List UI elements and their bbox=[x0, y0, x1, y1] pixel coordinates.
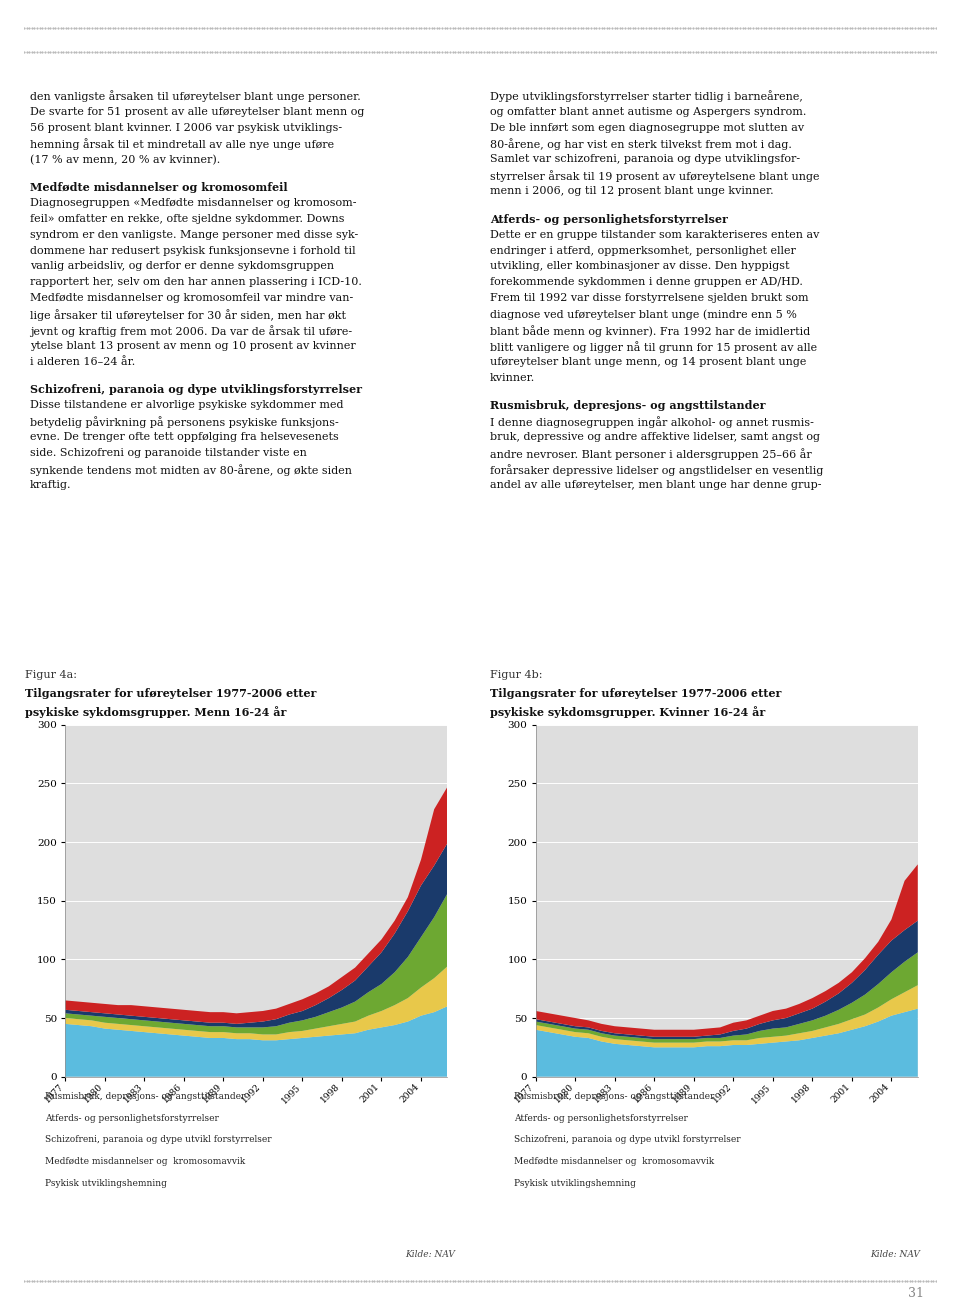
Text: side. Schizofreni og paranoide tilstander viste en: side. Schizofreni og paranoide tilstande… bbox=[30, 448, 306, 458]
Text: De ble innført som egen diagnosegruppe mot slutten av: De ble innført som egen diagnosegruppe m… bbox=[490, 122, 804, 133]
Text: vanlig arbeidsliv, og derfor er denne sykdomsgruppen: vanlig arbeidsliv, og derfor er denne sy… bbox=[30, 261, 334, 272]
Text: I denne diagnosegruppen ingår alkohol- og annet rusmis-: I denne diagnosegruppen ingår alkohol- o… bbox=[490, 416, 813, 428]
Text: Frem til 1992 var disse forstyrrelsene sjelden brukt som: Frem til 1992 var disse forstyrrelsene s… bbox=[490, 293, 808, 303]
Text: 80-årene, og har vist en sterk tilvekst frem mot i dag.: 80-årene, og har vist en sterk tilvekst … bbox=[490, 138, 791, 151]
Text: betydelig påvirkning på personens psykiske funksjons-: betydelig påvirkning på personens psykis… bbox=[30, 416, 339, 428]
Text: Atferds- og personlighetsforstyrrelser: Atferds- og personlighetsforstyrrelser bbox=[490, 214, 728, 225]
Text: hemning årsak til et mindretall av alle nye unge uføre: hemning årsak til et mindretall av alle … bbox=[30, 138, 334, 151]
Text: forekommende sykdommen i denne gruppen er AD/HD.: forekommende sykdommen i denne gruppen e… bbox=[490, 277, 803, 288]
Text: syndrom er den vanligste. Mange personer med disse syk-: syndrom er den vanligste. Mange personer… bbox=[30, 230, 358, 239]
Text: De svarte for 51 prosent av alle uføreytelser blant menn og: De svarte for 51 prosent av alle uføreyt… bbox=[30, 106, 364, 117]
Text: Schizofreni, paranoia og dype utviklingsforstyrrelser: Schizofreni, paranoia og dype utviklings… bbox=[30, 385, 362, 395]
Text: Tilgangsrater for uføreytelser 1977-2006 etter: Tilgangsrater for uføreytelser 1977-2006… bbox=[25, 688, 317, 699]
Text: Atferds- og personlighetsforstyrrelser: Atferds- og personlighetsforstyrrelser bbox=[514, 1113, 687, 1123]
Text: psykiske sykdomsgrupper. Menn 16-24 år: psykiske sykdomsgrupper. Menn 16-24 år bbox=[25, 706, 286, 718]
Text: Dype utviklingsforstyrrelser starter tidlig i barneårene,: Dype utviklingsforstyrrelser starter tid… bbox=[490, 91, 803, 102]
Text: ytelse blant 13 prosent av menn og 10 prosent av kvinner: ytelse blant 13 prosent av menn og 10 pr… bbox=[30, 341, 355, 352]
Text: Kilde: NAV: Kilde: NAV bbox=[870, 1250, 920, 1259]
Text: Medfødte misdannelser og kromosomfeil var mindre van-: Medfødte misdannelser og kromosomfeil va… bbox=[30, 293, 353, 303]
Text: Samlet var schizofreni, paranoia og dype utviklingsfor-: Samlet var schizofreni, paranoia og dype… bbox=[490, 155, 800, 164]
Text: i alderen 16–24 år.: i alderen 16–24 år. bbox=[30, 357, 135, 368]
Text: Psykisk utviklingshemning: Psykisk utviklingshemning bbox=[45, 1179, 167, 1188]
Text: blitt vanligere og ligger nå til grunn for 15 prosent av alle: blitt vanligere og ligger nå til grunn f… bbox=[490, 341, 817, 353]
Text: 31: 31 bbox=[907, 1287, 924, 1300]
Text: Figur 4a:: Figur 4a: bbox=[25, 670, 77, 680]
Text: uføreytelser blant unge menn, og 14 prosent blant unge: uføreytelser blant unge menn, og 14 pros… bbox=[490, 357, 806, 368]
Text: psykiske sykdomsgrupper. Kvinner 16-24 år: psykiske sykdomsgrupper. Kvinner 16-24 å… bbox=[490, 706, 765, 718]
Text: den vanligste årsaken til uføreytelser blant unge personer.: den vanligste årsaken til uføreytelser b… bbox=[30, 91, 361, 102]
Text: dommene har redusert psykisk funksjonsevne i forhold til: dommene har redusert psykisk funksjonsev… bbox=[30, 246, 355, 256]
Text: Dette er en gruppe tilstander som karakteriseres enten av: Dette er en gruppe tilstander som karakt… bbox=[490, 230, 819, 239]
Text: Figur 4b:: Figur 4b: bbox=[490, 670, 542, 680]
Text: styrrelser årsak til 19 prosent av uføreytelsene blant unge: styrrelser årsak til 19 prosent av uføre… bbox=[490, 171, 819, 183]
Text: menn i 2006, og til 12 prosent blant unge kvinner.: menn i 2006, og til 12 prosent blant ung… bbox=[490, 186, 773, 197]
Text: kvinner.: kvinner. bbox=[490, 373, 535, 383]
Text: Diagnosegruppen «Medfødte misdannelser og kromosom-: Diagnosegruppen «Medfødte misdannelser o… bbox=[30, 198, 356, 207]
Text: endringer i atferd, oppmerksomhet, personlighet eller: endringer i atferd, oppmerksomhet, perso… bbox=[490, 246, 796, 256]
Text: Medfødte misdannelser og  kromosomavvik: Medfødte misdannelser og kromosomavvik bbox=[45, 1157, 246, 1166]
Text: Kilde: NAV: Kilde: NAV bbox=[405, 1250, 455, 1259]
Text: Disse tilstandene er alvorlige psykiske sykdommer med: Disse tilstandene er alvorlige psykiske … bbox=[30, 400, 344, 411]
Text: feil» omfatter en rekke, ofte sjeldne sykdommer. Downs: feil» omfatter en rekke, ofte sjeldne sy… bbox=[30, 214, 345, 223]
Text: rapportert her, selv om den har annen plassering i ICD-10.: rapportert her, selv om den har annen pl… bbox=[30, 277, 362, 288]
Text: jevnt og kraftig frem mot 2006. Da var de årsak til uføre-: jevnt og kraftig frem mot 2006. Da var d… bbox=[30, 326, 352, 337]
Text: Tilgangsrater for uføreytelser 1977-2006 etter: Tilgangsrater for uføreytelser 1977-2006… bbox=[490, 688, 781, 699]
Text: Atferds- og personlighetsforstyrrelser: Atferds- og personlighetsforstyrrelser bbox=[45, 1113, 219, 1123]
Text: bruk, depressive og andre affektive lidelser, samt angst og: bruk, depressive og andre affektive lide… bbox=[490, 432, 820, 442]
Text: Schizofreni, paranoia og dype utvikl forstyrrelser: Schizofreni, paranoia og dype utvikl for… bbox=[45, 1136, 272, 1145]
Text: synkende tendens mot midten av 80-årene, og økte siden: synkende tendens mot midten av 80-årene,… bbox=[30, 465, 351, 477]
Text: (17 % av menn, 20 % av kvinner).: (17 % av menn, 20 % av kvinner). bbox=[30, 155, 220, 165]
Text: blant både menn og kvinner). Fra 1992 har de imidlertid: blant både menn og kvinner). Fra 1992 ha… bbox=[490, 326, 810, 337]
Text: diagnose ved uføreytelser blant unge (mindre enn 5 %: diagnose ved uføreytelser blant unge (mi… bbox=[490, 310, 797, 320]
Text: forårsaker depressive lidelser og angstlidelser en vesentlig: forårsaker depressive lidelser og angstl… bbox=[490, 465, 823, 477]
Text: evne. De trenger ofte tett oppfølging fra helsevesenets: evne. De trenger ofte tett oppfølging fr… bbox=[30, 432, 339, 442]
Text: kraftig.: kraftig. bbox=[30, 481, 71, 490]
Text: 56 prosent blant kvinner. I 2006 var psykisk utviklings-: 56 prosent blant kvinner. I 2006 var psy… bbox=[30, 122, 342, 133]
Text: andel av alle uføreytelser, men blant unge har denne grup-: andel av alle uføreytelser, men blant un… bbox=[490, 481, 821, 490]
Text: andre nevroser. Blant personer i aldersgruppen 25–66 år: andre nevroser. Blant personer i aldersg… bbox=[490, 448, 811, 460]
Text: Psykisk utviklingshemning: Psykisk utviklingshemning bbox=[514, 1179, 636, 1188]
Text: Schizofreni, paranoia og dype utvikl forstyrrelser: Schizofreni, paranoia og dype utvikl for… bbox=[514, 1136, 740, 1145]
Text: og omfatter blant annet autisme og Aspergers syndrom.: og omfatter blant annet autisme og Asper… bbox=[490, 106, 806, 117]
Text: utvikling, eller kombinasjoner av disse. Den hyppigst: utvikling, eller kombinasjoner av disse.… bbox=[490, 261, 789, 272]
Text: Rusmisbruk, depresjons- og angsttilstander: Rusmisbruk, depresjons- og angsttilstand… bbox=[490, 400, 765, 411]
Text: lige årsaker til uføreytelser for 30 år siden, men har økt: lige årsaker til uføreytelser for 30 år … bbox=[30, 310, 346, 322]
Text: Medfødte misdannelser og kromosomfeil: Medfødte misdannelser og kromosomfeil bbox=[30, 181, 287, 193]
Text: Rusmisbruk, depresjons- og angsttilstander: Rusmisbruk, depresjons- og angsttilstand… bbox=[514, 1092, 714, 1102]
Text: Medfødte misdannelser og  kromosomavvik: Medfødte misdannelser og kromosomavvik bbox=[514, 1157, 714, 1166]
Text: Rusmisbruk, depresjons- og angsttilstander: Rusmisbruk, depresjons- og angsttilstand… bbox=[45, 1092, 246, 1102]
